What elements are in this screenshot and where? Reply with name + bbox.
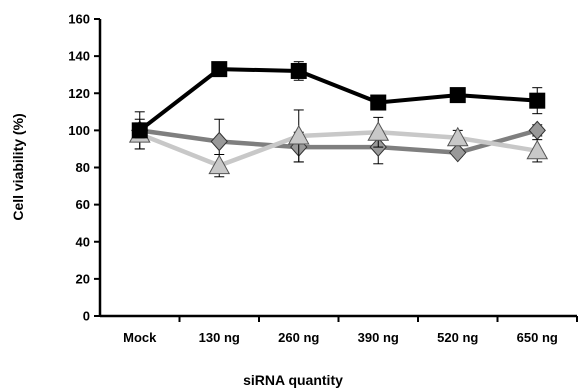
y-tick-label: 40 (76, 234, 90, 249)
series-line (138, 129, 538, 168)
x-tick-label: 130 ng (199, 330, 240, 345)
data-point (449, 87, 466, 104)
x-tick-label: 390 ng (358, 330, 399, 345)
y-axis-title: Cell viability (%) (10, 113, 26, 220)
data-point (208, 154, 231, 175)
data-point (449, 142, 467, 163)
x-tick-label: 520 ng (437, 330, 478, 345)
axes: 0 20 40 60 80 100 120 140 160 Mock 130 ng 260 ng 390… (68, 12, 578, 345)
data-point (211, 61, 228, 78)
y-tick-label: 100 (68, 123, 90, 138)
x-tick-label: 650 ng (517, 330, 558, 345)
y-tick-label: 140 (68, 49, 90, 64)
data-point (529, 92, 546, 109)
series-line (138, 67, 538, 132)
x-tick-label: Mock (123, 330, 157, 345)
y-tick-label: 120 (68, 86, 90, 101)
y-tick-label: 0 (83, 309, 90, 324)
data-point (528, 120, 546, 141)
data-point (526, 139, 549, 160)
data-point (210, 131, 228, 152)
data-point (287, 124, 310, 145)
y-tick-label: 80 (76, 160, 90, 175)
y-tick-label: 160 (68, 12, 90, 27)
data-point (131, 122, 148, 139)
series-line (139, 128, 538, 155)
data-point (367, 121, 390, 141)
labels: Cell viability (%) siRNA quantity (10, 113, 343, 388)
y-tick-label: 20 (76, 271, 90, 286)
x-tick-label: 260 ng (278, 330, 319, 345)
series-triangle (128, 109, 549, 178)
series-square (131, 61, 546, 139)
x-axis-title: siRNA quantity (243, 372, 343, 388)
data-point (290, 62, 307, 79)
y-tick-label: 60 (76, 197, 90, 212)
data-point (446, 126, 469, 147)
data-point (370, 94, 387, 111)
series-layer (128, 61, 549, 178)
